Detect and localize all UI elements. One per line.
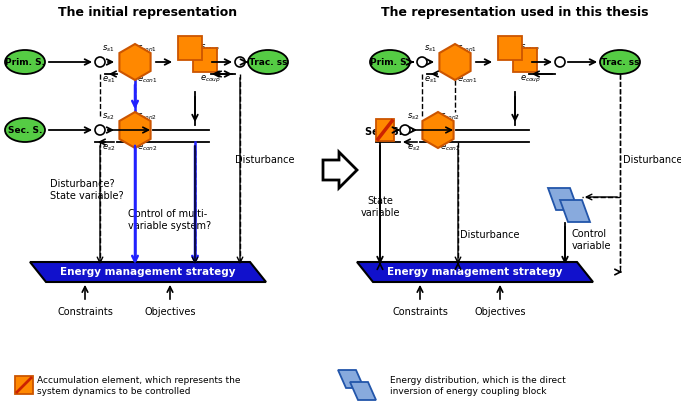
Text: $e_{con2}$: $e_{con2}$ [440, 142, 461, 153]
Text: $s_{s1}$: $s_{s1}$ [102, 43, 114, 54]
Text: $e_{coup}$: $e_{coup}$ [200, 74, 221, 85]
Text: Objectives: Objectives [474, 307, 526, 317]
Text: Disturbance: Disturbance [623, 155, 681, 165]
Polygon shape [422, 112, 454, 148]
Text: The initial representation: The initial representation [59, 6, 238, 19]
Text: $e_{s1}$: $e_{s1}$ [424, 74, 437, 85]
Text: $s_{coup}$: $s_{coup}$ [520, 43, 540, 54]
FancyBboxPatch shape [178, 36, 202, 60]
Circle shape [555, 57, 565, 67]
Text: Disturbance: Disturbance [460, 230, 520, 240]
Text: Control
variable: Control variable [572, 229, 612, 251]
Polygon shape [548, 188, 578, 210]
Polygon shape [439, 44, 471, 80]
FancyBboxPatch shape [15, 376, 33, 394]
Circle shape [235, 57, 245, 67]
Text: Trac. ss: Trac. ss [601, 58, 639, 66]
Circle shape [417, 57, 427, 67]
Text: Prim. S.: Prim. S. [370, 58, 410, 66]
Text: Accumulation element, which represents the
system dynamics to be controlled: Accumulation element, which represents t… [37, 376, 240, 396]
Text: Sec. S.: Sec. S. [365, 127, 402, 137]
Text: $s_{s2}$: $s_{s2}$ [407, 111, 419, 122]
Text: Disturbance: Disturbance [235, 155, 294, 165]
Text: $s_{coup}$: $s_{coup}$ [200, 43, 221, 54]
Text: $e_{con1}$: $e_{con1}$ [457, 74, 478, 85]
Text: Trac. ss: Trac. ss [249, 58, 287, 66]
Text: $s_{s1}$: $s_{s1}$ [424, 43, 437, 54]
FancyBboxPatch shape [498, 36, 522, 60]
Text: Disturbance?
State variable?: Disturbance? State variable? [50, 179, 124, 201]
Text: $s_{con2}$: $s_{con2}$ [137, 111, 157, 122]
Text: $e_{con1}$: $e_{con1}$ [137, 74, 158, 85]
FancyBboxPatch shape [513, 48, 537, 73]
Polygon shape [350, 382, 376, 400]
Text: $s_{s2}$: $s_{s2}$ [102, 111, 114, 122]
Text: $e_{s2}$: $e_{s2}$ [407, 142, 420, 153]
FancyBboxPatch shape [376, 119, 394, 141]
Polygon shape [323, 152, 357, 188]
Text: Energy distribution, which is the direct
inversion of energy coupling block: Energy distribution, which is the direct… [390, 376, 566, 396]
Ellipse shape [248, 50, 288, 74]
Polygon shape [357, 262, 593, 282]
FancyBboxPatch shape [193, 48, 217, 73]
Polygon shape [338, 370, 364, 388]
Text: $s_{con1}$: $s_{con1}$ [457, 43, 477, 54]
Ellipse shape [5, 50, 45, 74]
Ellipse shape [5, 118, 45, 142]
Text: $s_{con2}$: $s_{con2}$ [440, 111, 460, 122]
Circle shape [95, 125, 105, 135]
Circle shape [95, 57, 105, 67]
Text: Control of multi-
variable system?: Control of multi- variable system? [128, 209, 211, 231]
Text: $e_{coup}$: $e_{coup}$ [520, 74, 541, 85]
Ellipse shape [370, 50, 410, 74]
Text: The representation used in this thesis: The representation used in this thesis [381, 6, 649, 19]
Text: $e_{s2}$: $e_{s2}$ [102, 142, 115, 153]
Text: Constraints: Constraints [57, 307, 113, 317]
Ellipse shape [600, 50, 640, 74]
Text: Energy management strategy: Energy management strategy [60, 267, 236, 277]
Text: State
variable: State variable [360, 196, 400, 218]
Polygon shape [560, 200, 590, 222]
Circle shape [400, 125, 410, 135]
Text: $s_{con1}$: $s_{con1}$ [137, 43, 157, 54]
Text: Sec. S.: Sec. S. [7, 126, 42, 135]
Text: Prim. S.: Prim. S. [5, 58, 45, 66]
Polygon shape [30, 262, 266, 282]
Polygon shape [119, 44, 151, 80]
Text: Objectives: Objectives [144, 307, 195, 317]
Text: $e_{s1}$: $e_{s1}$ [102, 74, 115, 85]
Text: Energy management strategy: Energy management strategy [387, 267, 563, 277]
Text: Constraints: Constraints [392, 307, 448, 317]
Text: $e_{con2}$: $e_{con2}$ [137, 142, 158, 153]
Polygon shape [119, 112, 151, 148]
